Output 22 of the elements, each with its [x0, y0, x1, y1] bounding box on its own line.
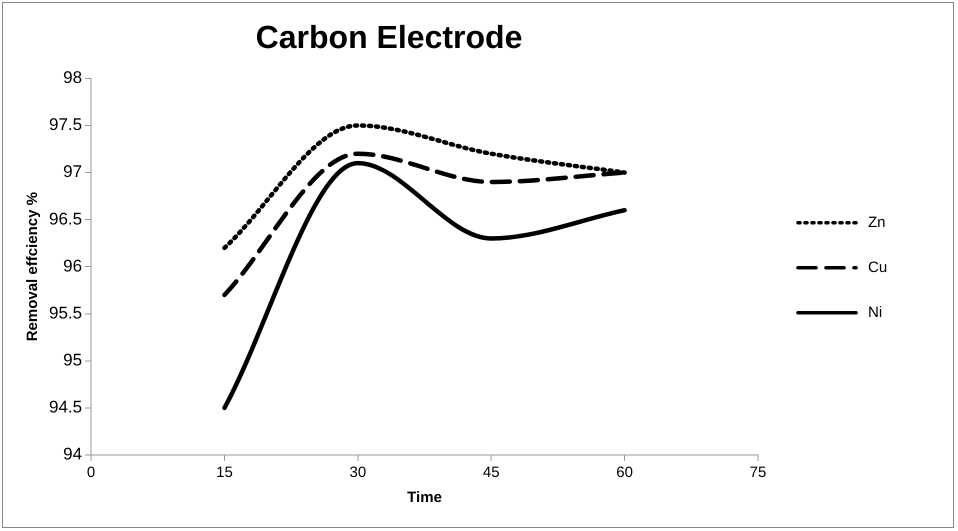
legend-label: Zn: [868, 214, 886, 231]
x-tick-label: 30: [350, 464, 366, 482]
x-axis-title: Time: [407, 489, 442, 506]
x-tick-label: 75: [750, 464, 766, 482]
y-axis-title: Removal effciency %: [24, 192, 42, 342]
y-tick-label: 96: [63, 256, 82, 276]
x-tick-label: 0: [86, 464, 96, 482]
y-tick-label: 97.5: [48, 115, 82, 134]
x-tick-label: 60: [616, 464, 633, 482]
y-tick-label: 95.5: [48, 303, 82, 322]
y-tick-label: 98: [63, 68, 82, 88]
y-tick-label: 95: [63, 350, 82, 370]
x-tick-label: 45: [482, 464, 500, 482]
y-tick-label: 94.5: [48, 398, 82, 417]
chart-title: Carbon Electrode: [256, 19, 522, 56]
y-tick-label: 96.5: [48, 209, 82, 228]
legend-label: Cu: [868, 258, 888, 276]
y-tick-label: 94: [63, 444, 82, 464]
y-tick-label: 97: [63, 162, 82, 182]
x-tick-label: 15: [216, 464, 233, 482]
line-series: [222, 160, 627, 410]
legend-label: Ni: [868, 304, 882, 321]
